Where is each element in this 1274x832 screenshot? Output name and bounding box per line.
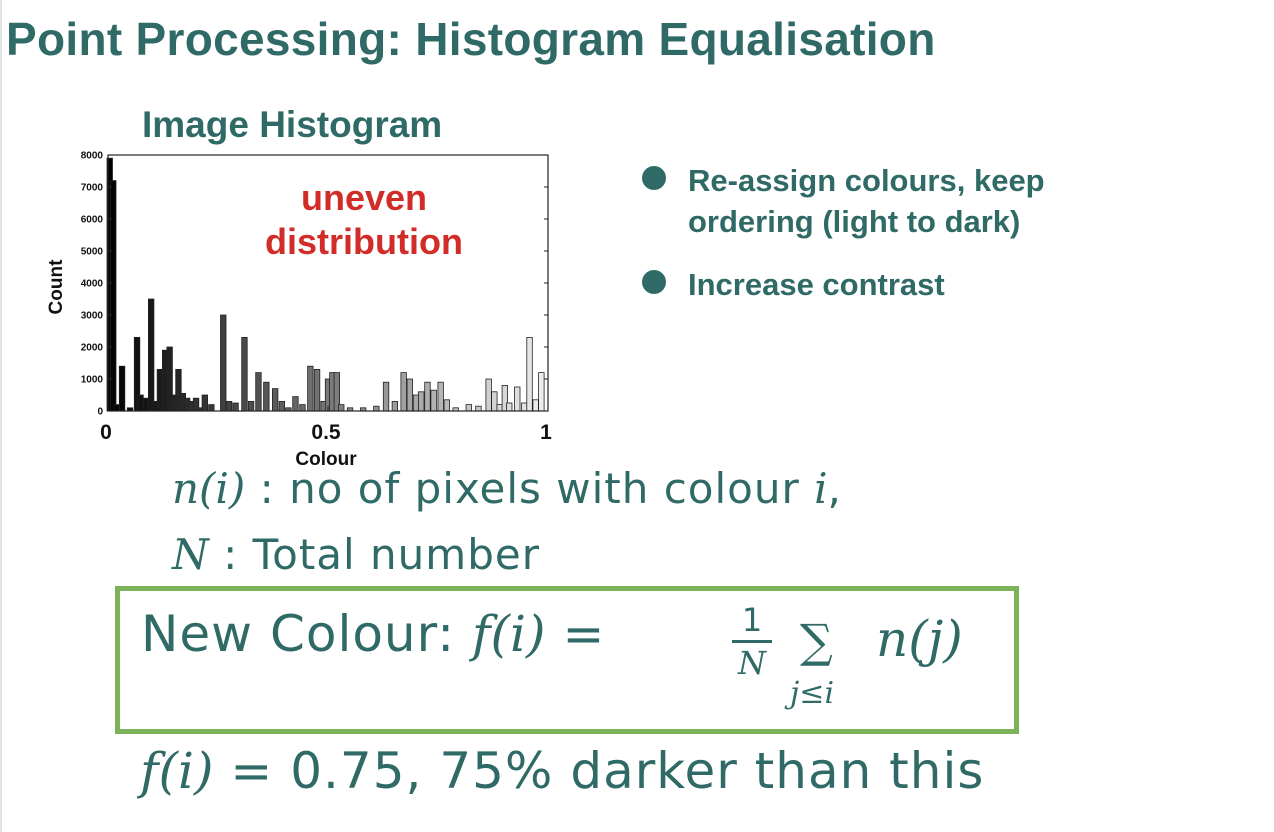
- x-tick-label: 0: [100, 421, 112, 444]
- bullet-dot-icon: [642, 166, 666, 190]
- formula-fraction: 1 N: [732, 602, 772, 681]
- formula-lhs: f(i): [472, 605, 546, 663]
- formula-label: New Colour:: [141, 605, 473, 663]
- n-text: : no of pixels with colour: [245, 464, 815, 513]
- histogram-bar: [307, 365, 314, 412]
- histogram-bar: [437, 381, 444, 412]
- histogram-bar: [241, 336, 248, 412]
- N-symbol: N: [172, 530, 209, 579]
- example-text: = 0.75, 75% darker than this: [213, 742, 985, 800]
- formula-left: New Colour: f(i) =: [141, 605, 605, 663]
- y-tick-label: 8000: [81, 151, 104, 162]
- x-tick-label: 0.5: [311, 421, 341, 444]
- histogram-bar: [400, 372, 407, 412]
- histogram-bar: [491, 391, 498, 412]
- histogram-bar: [506, 402, 513, 412]
- histogram-bar: [424, 381, 431, 412]
- y-tick-label: 3000: [81, 311, 104, 322]
- x-axis-title: Colour: [295, 449, 357, 470]
- histogram-bar: [475, 405, 482, 412]
- histogram-title: Image Histogram: [142, 104, 443, 145]
- histogram-bar: [263, 381, 270, 412]
- slide-title: Point Processing: Histogram Equalisation: [6, 13, 936, 65]
- histogram-bar: [430, 389, 437, 412]
- histogram-bar: [225, 400, 233, 412]
- histogram-bar: [532, 399, 539, 412]
- left-edge-rule: [0, 0, 2, 832]
- histogram-bar: [201, 394, 209, 412]
- annotation-line-1: uneven: [300, 177, 428, 218]
- y-tick-label: 5000: [81, 247, 104, 258]
- histogram-bar: [156, 368, 164, 412]
- bullet-dot-icon: [642, 270, 666, 294]
- histogram-bar: [118, 365, 126, 412]
- histogram-bar: [313, 368, 321, 412]
- sum-subscript: j≤i: [790, 676, 835, 711]
- histogram-bar: [208, 404, 215, 412]
- histogram-bar: [255, 372, 262, 412]
- histogram-bar: [220, 314, 227, 412]
- annotation-line-2: distribution: [265, 221, 463, 262]
- fraction-numerator: 1: [741, 601, 763, 639]
- histogram-bar: [373, 405, 380, 412]
- histogram-bar: [412, 394, 420, 412]
- sum-sigma: ∑: [800, 614, 833, 668]
- y-axis-title: Count: [46, 259, 67, 315]
- histogram-bar: [110, 180, 117, 412]
- histogram-bar: [465, 404, 472, 412]
- histogram-bar: [382, 381, 390, 412]
- fraction-denominator: N: [738, 644, 766, 682]
- formula-equals: =: [545, 605, 606, 663]
- y-tick-label: 1000: [81, 375, 104, 386]
- example-lhs: f(i): [140, 742, 214, 800]
- bullet-item-reassign: Re-assign colours, keep ordering (light …: [640, 160, 1148, 242]
- histogram-bar: [142, 397, 150, 412]
- histogram-bar: [391, 400, 399, 412]
- y-tick-label: 2000: [81, 343, 104, 354]
- histogram-bar: [271, 388, 279, 412]
- y-tick-label: 6000: [81, 215, 104, 226]
- definition-N: N : Total number: [172, 530, 540, 579]
- y-tick-label: 0: [97, 407, 103, 418]
- bullet-text: Increase contrast: [688, 267, 945, 302]
- histogram-bar: [338, 404, 345, 412]
- histogram-bar: [278, 400, 286, 412]
- histogram-bar: [443, 399, 451, 412]
- histogram-bar: [538, 372, 545, 412]
- histogram-bar: [247, 400, 255, 412]
- bullet-item-contrast: Increase contrast: [640, 264, 1148, 305]
- histogram-bar: [299, 404, 306, 412]
- formula-rhs: n(j): [876, 610, 963, 668]
- histogram-bar: [496, 404, 503, 412]
- formula-box: [115, 586, 1019, 734]
- n-end: ,: [827, 464, 842, 513]
- y-tick-label: 4000: [81, 279, 104, 290]
- histogram-bar: [526, 336, 533, 412]
- example-line: f(i) = 0.75, 75% darker than this: [140, 742, 984, 800]
- histogram-bar: [232, 402, 239, 412]
- histogram-bar: [485, 378, 492, 412]
- histogram-bar: [418, 391, 425, 412]
- n-var: i: [814, 464, 828, 513]
- definition-n: n(i) : no of pixels with colour i,: [172, 464, 842, 513]
- histogram-bar: [292, 396, 299, 412]
- histogram-annotation: uneven distribution: [214, 176, 514, 264]
- fraction-bar: [732, 640, 772, 643]
- bullet-text: Re-assign colours, keep ordering (light …: [688, 163, 1045, 239]
- n-symbol: n(i): [172, 464, 246, 513]
- histogram-bar: [406, 378, 414, 412]
- formula-rhs-term: n(j): [876, 610, 963, 668]
- y-tick-label: 7000: [81, 183, 104, 194]
- histogram-bar: [521, 402, 528, 412]
- histogram-bar: [514, 386, 521, 412]
- histogram-bar: [151, 400, 158, 412]
- bullet-list: Re-assign colours, keep ordering (light …: [640, 160, 1148, 305]
- N-text: : Total number: [208, 530, 540, 579]
- histogram-bar: [137, 394, 144, 412]
- histogram-bar: [113, 404, 120, 412]
- histogram-bar: [147, 298, 155, 412]
- x-tick-label: 1: [540, 421, 552, 444]
